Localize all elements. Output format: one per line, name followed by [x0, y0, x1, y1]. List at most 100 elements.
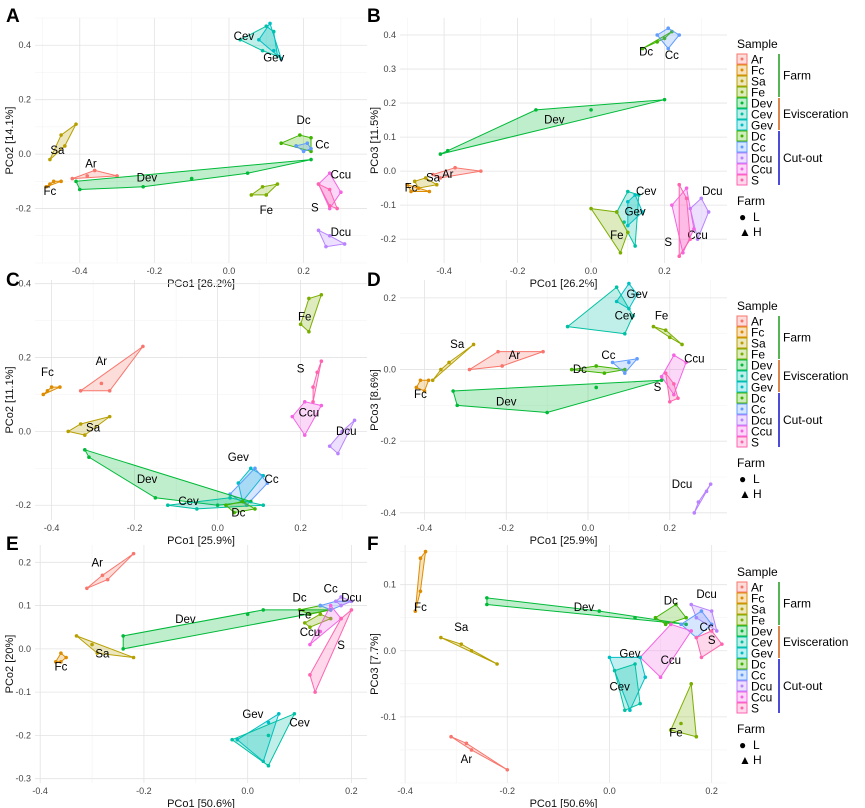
group-label-Ar: Ar: [442, 169, 454, 181]
point-Sa: [131, 655, 136, 660]
point-Dev: [659, 378, 664, 383]
legend-key-dot: [740, 418, 744, 422]
hull-Ccu: [309, 604, 342, 645]
point-Ar: [70, 176, 75, 181]
point-Dev: [485, 596, 489, 600]
point-Fc: [41, 392, 46, 397]
point-Fc: [427, 189, 432, 194]
group-label-Fc: Fc: [41, 367, 54, 379]
x-tick-label: -0.4: [32, 786, 48, 796]
point-Ccu: [327, 206, 332, 211]
y-axis-label: PCo2 [20%]: [4, 635, 16, 694]
point-Dev: [309, 157, 313, 162]
point-Sa: [83, 433, 87, 437]
point-Ccu: [658, 675, 663, 680]
point-Cev: [637, 193, 641, 197]
y-tick-label: -0.1: [380, 712, 396, 722]
point-Ccu: [302, 400, 307, 404]
group-label-Dc: Dc: [293, 592, 307, 604]
point-Ar: [431, 172, 435, 177]
point-Fc: [409, 189, 413, 194]
point-Cc: [318, 603, 323, 608]
point-Fc: [418, 589, 423, 594]
point-Fc: [53, 660, 58, 664]
point-Sa: [434, 182, 439, 187]
y-tick-label: 0.1: [383, 580, 396, 590]
point-Ar: [464, 741, 469, 746]
y-axis-label: PCo3 [7.7%]: [369, 633, 381, 695]
point-Ccu: [668, 622, 673, 627]
legend-item-Gev: Gev: [751, 119, 773, 133]
group-label-Cc: Cc: [315, 140, 329, 152]
legend-key-dot: [740, 363, 744, 367]
point-Dcu: [327, 233, 332, 238]
point-Sa: [447, 360, 451, 365]
point-Dev: [684, 622, 688, 627]
legend-key-dot: [740, 407, 744, 411]
point-Cev: [195, 507, 199, 511]
group-label-Ar: Ar: [92, 558, 104, 570]
y-tick-label: 0.0: [383, 166, 396, 176]
hull-Fe: [249, 183, 280, 196]
panel-E: E -0.4 -0.2 0.0 0.2 -0.3 -0.2 -0.1 0.0 0.1 0.2 PCo1…: [4, 534, 367, 808]
legend-key-dot: [740, 68, 744, 72]
point-Cc: [309, 146, 313, 151]
legend-group-1: Evisceration: [783, 369, 848, 383]
point-Ccu: [290, 414, 295, 419]
point-S: [694, 635, 699, 640]
point-Fc: [64, 655, 68, 660]
point-Sa: [74, 122, 78, 126]
group-label-Cev: Cev: [234, 31, 255, 43]
point-Dev: [189, 176, 194, 181]
point-Cev: [292, 711, 297, 716]
point-Ccu: [684, 360, 688, 365]
point-Ccu: [672, 392, 676, 397]
point-Dcu: [708, 482, 713, 486]
point-Dev: [485, 602, 489, 607]
legend-group-2: Cut-out: [783, 413, 823, 427]
point-Gev: [277, 711, 281, 716]
group-label-Dev: Dev: [137, 474, 158, 486]
x-tick-label: 0.0: [585, 266, 598, 276]
point-Fc: [51, 179, 56, 184]
point-Fc: [59, 651, 63, 655]
legend-item-Dcu: Dcu: [751, 680, 772, 694]
legend-farm-title: Farm: [737, 722, 765, 736]
legend-farm-H: H: [753, 487, 762, 501]
x-axis-label: PCo1 [25.9%]: [167, 535, 235, 547]
point-Gev: [635, 292, 639, 297]
x-tick-label: -0.4: [397, 786, 413, 796]
group-label-Ar: Ar: [96, 356, 108, 368]
legend-item-Cev: Cev: [751, 370, 772, 384]
point-Cev: [228, 496, 232, 500]
group-label-S: S: [654, 382, 662, 394]
point-Dc: [602, 371, 607, 375]
panel-letter: D: [367, 270, 381, 291]
x-tick-label: -0.2: [147, 266, 163, 276]
group-label-Ccu: Ccu: [661, 655, 681, 667]
legend-key-dot: [740, 618, 744, 622]
y-tick-label: 0.2: [18, 95, 31, 105]
hull-Ar: [450, 736, 508, 771]
legend-title: Sample: [737, 299, 778, 313]
point-Fc: [59, 179, 63, 184]
point-Ccu: [328, 603, 333, 608]
point-Ar: [78, 388, 83, 393]
y-axis-label: PCo2 [14.1%]: [4, 107, 16, 175]
point-Cev: [625, 189, 630, 194]
x-tick-label: 0.2: [705, 786, 718, 796]
y-tick-label: 0.1: [383, 132, 396, 142]
point-Cc: [294, 144, 298, 148]
hull-Fe: [670, 681, 697, 738]
point-Ar: [141, 344, 145, 349]
point-Fe: [302, 621, 307, 625]
point-Fc: [413, 609, 418, 613]
point-S: [311, 400, 315, 404]
point-Dc: [309, 149, 313, 154]
x-tick-label: -0.4: [72, 266, 88, 276]
point-Dcu: [327, 444, 332, 448]
point-Fe: [694, 734, 699, 739]
point-S: [308, 673, 312, 677]
y-tick-label: 0.2: [383, 293, 396, 303]
legend-farm-symbol: ▲: [739, 225, 751, 239]
